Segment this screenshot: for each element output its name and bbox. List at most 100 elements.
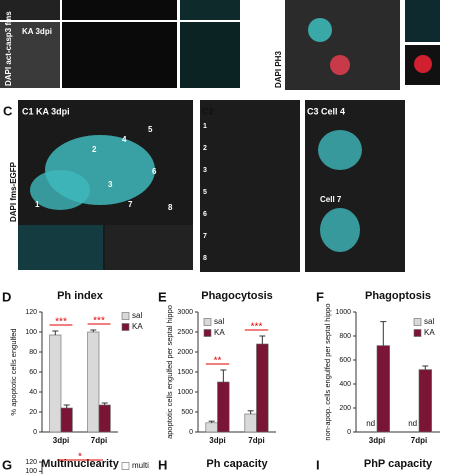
x-tick-label: 7dpi	[411, 436, 427, 445]
legend-swatch	[203, 329, 212, 337]
chart-title: Ph index	[57, 290, 104, 302]
y-tick-label: 3000	[177, 309, 193, 316]
panel-letter: H	[158, 457, 167, 472]
y-tick-label: 0	[189, 429, 193, 436]
y-tick-label: 200	[339, 405, 351, 412]
bar	[98, 404, 111, 433]
x-tick-label: 3dpi	[369, 436, 385, 445]
image	[0, 0, 60, 20]
y-axis-label: apoptotic cells engulfed per septal hipp…	[165, 305, 174, 439]
legend-label: KA	[132, 322, 143, 331]
micrographs	[0, 0, 440, 272]
chart-title: Multinuclearity	[41, 458, 120, 470]
image-label: C1 KA 3dpi	[22, 106, 70, 116]
legend-label: sal	[132, 311, 142, 320]
cell	[30, 170, 90, 210]
y-tick-label: 2500	[177, 329, 193, 336]
image-label: C3 Cell 4	[307, 106, 345, 116]
image	[62, 0, 177, 20]
y-tick-label: 0	[347, 429, 351, 436]
image	[405, 0, 440, 42]
cell-number: 1	[203, 123, 207, 130]
bar	[205, 422, 218, 433]
legend-swatch	[121, 323, 130, 331]
image	[285, 0, 400, 90]
stain-label: DAPI fms-EGFP	[9, 161, 18, 222]
y-tick-label: 120	[25, 309, 37, 316]
significance: **	[214, 356, 222, 367]
x-tick-label: 7dpi	[248, 436, 264, 445]
chart-title: Phagoptosis	[365, 290, 431, 302]
y-tick-label: 1500	[177, 369, 193, 376]
cell	[414, 55, 432, 73]
image	[200, 100, 300, 272]
legend-swatch	[203, 318, 212, 326]
image-label: Cell 7	[320, 195, 342, 204]
x-tick-label: 3dpi	[53, 436, 69, 445]
y-tick-label: 120	[25, 459, 37, 466]
bar	[217, 381, 230, 433]
cell	[330, 55, 350, 75]
significance: ***	[55, 317, 67, 328]
y-axis-label: % apoptotic cells engulfed	[9, 328, 18, 415]
panel-letter: G	[2, 457, 12, 472]
y-axis-label: non-apop. cells engulfed per septal hipp…	[323, 303, 332, 440]
cell	[318, 130, 362, 170]
cell-number: 2	[203, 145, 207, 152]
cell-number: 7	[203, 233, 207, 240]
legend-swatch	[413, 329, 422, 337]
bar	[60, 407, 73, 433]
cell-number: 6	[152, 167, 157, 176]
cell	[320, 208, 360, 252]
y-tick-label: 60	[29, 369, 37, 376]
cell-number: 3	[108, 180, 113, 189]
y-tick-label: 100	[25, 329, 37, 336]
panel-letter: E	[158, 289, 167, 304]
image	[105, 225, 193, 270]
image	[18, 225, 103, 270]
y-tick-label: 0	[33, 429, 37, 436]
bar	[256, 343, 269, 433]
panel-letter: I	[316, 457, 320, 472]
cell-number: 5	[203, 189, 207, 196]
x-tick-label: 3dpi	[209, 436, 225, 445]
image-label: C2	[202, 106, 214, 116]
significance: *	[78, 452, 82, 463]
legend-swatch	[413, 318, 422, 326]
y-tick-label: 80	[29, 349, 37, 356]
cell-number: 4	[122, 135, 127, 144]
bar	[49, 334, 62, 433]
cell-number: 8	[168, 203, 173, 212]
cell-number: 3	[203, 167, 207, 174]
cell	[308, 18, 332, 42]
legend-label: sal	[214, 317, 224, 326]
cell-number: 7	[128, 200, 133, 209]
cell-number: 1	[35, 200, 40, 209]
y-tick-label: 20	[29, 409, 37, 416]
bar	[87, 331, 100, 433]
bar	[376, 345, 390, 433]
image	[305, 100, 405, 272]
value-label: nd	[366, 419, 375, 428]
cell-number: 2	[92, 145, 97, 154]
y-tick-label: 600	[339, 357, 351, 364]
cell-number: 8	[203, 255, 207, 262]
legend-swatch	[121, 462, 130, 470]
legend-label: multi	[132, 461, 149, 470]
cell-number: 6	[203, 211, 207, 218]
chart-title: Ph capacity	[206, 458, 268, 470]
cell-number: 5	[148, 125, 153, 134]
significance: ***	[251, 322, 263, 333]
panel-letter: C	[3, 103, 13, 118]
stain-label: DAPI PH3	[274, 51, 283, 88]
stain-label: DAPI act-casp3 fms	[4, 11, 13, 86]
y-tick-label: 1000	[335, 309, 351, 316]
value-label: nd	[408, 419, 417, 428]
y-tick-label: 2000	[177, 349, 193, 356]
image-label: KA 3dpi	[22, 27, 52, 36]
x-tick-label: 7dpi	[91, 436, 107, 445]
panel-letter: D	[2, 289, 11, 304]
bar	[418, 369, 432, 433]
legend-label: KA	[424, 328, 435, 337]
image	[180, 0, 240, 20]
